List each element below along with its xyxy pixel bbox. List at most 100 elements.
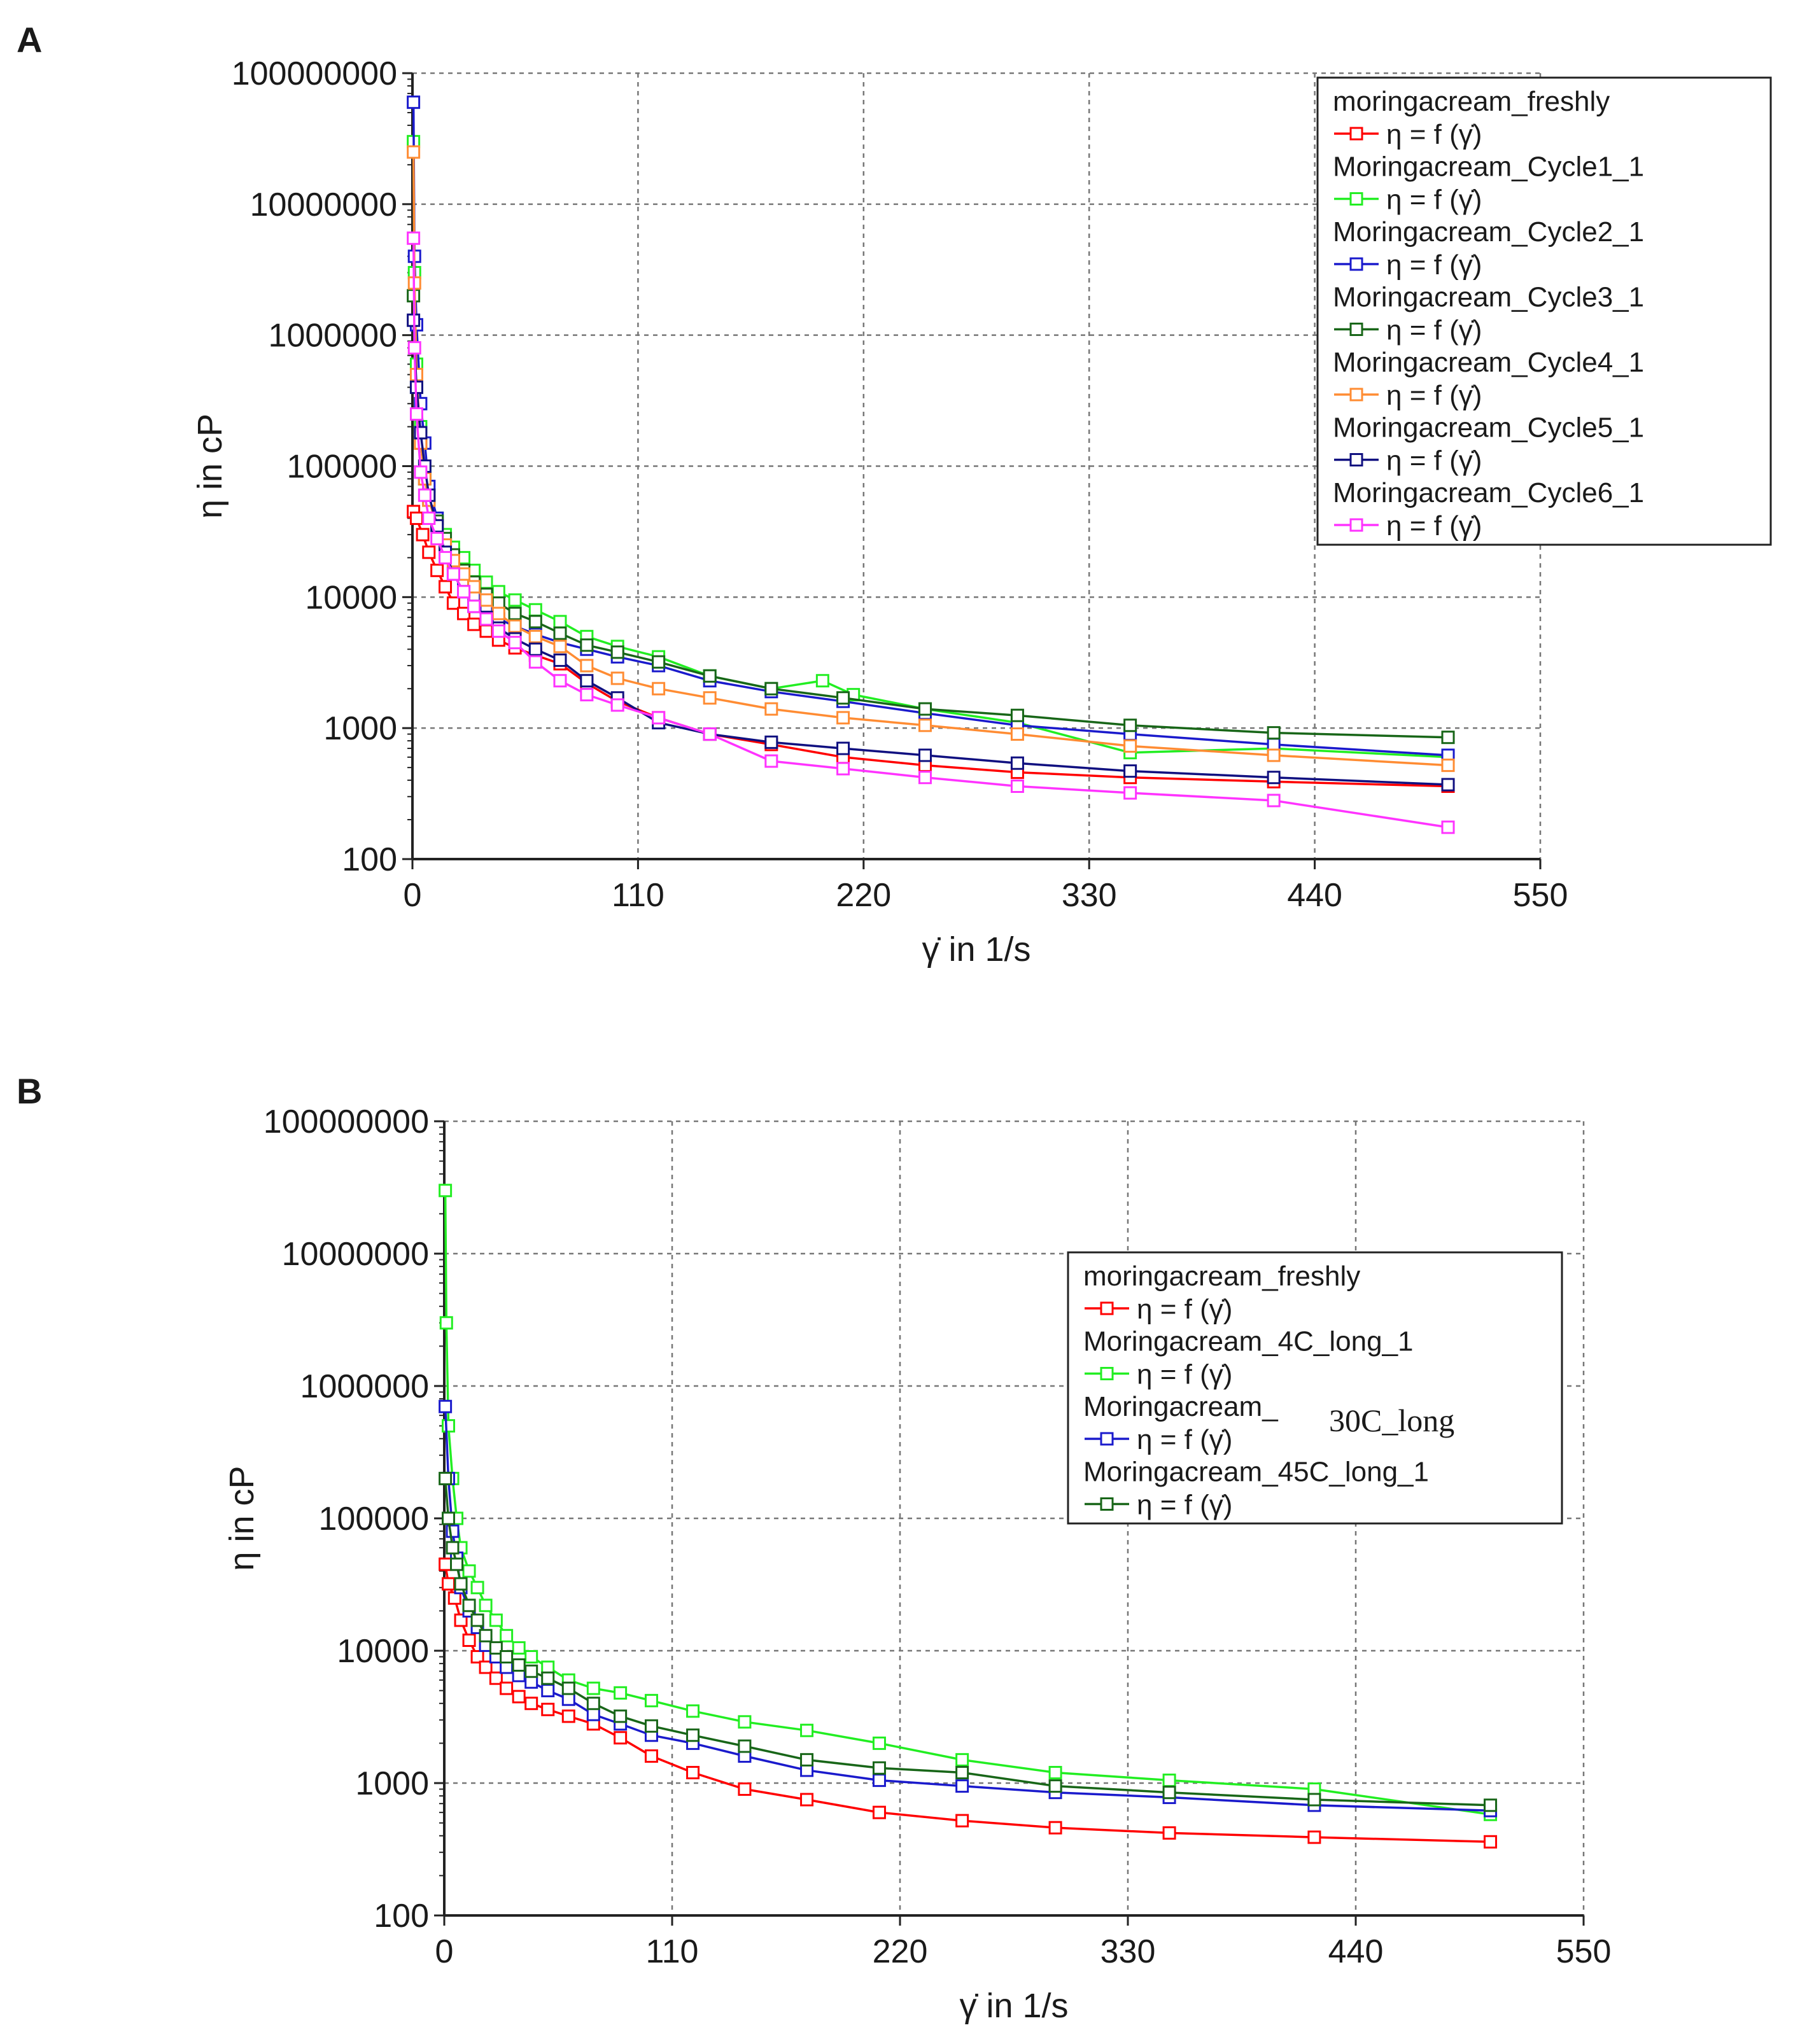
y-tick-label: 1000: [323, 710, 397, 747]
data-point: [454, 1577, 468, 1591]
chart-panel-a: 0 110 220 330 440 550 100 1000 10000 100000 100000…: [191, 55, 1772, 969]
data-point: [541, 1660, 555, 1674]
data-point: [470, 1613, 484, 1627]
data-point: [439, 1399, 453, 1413]
data-point: [800, 1723, 814, 1737]
legend-marker: [1100, 1301, 1114, 1315]
data-point: [686, 1728, 700, 1742]
y-tick-label: 100000000: [232, 55, 397, 92]
y-tick-label: 100000: [318, 1501, 429, 1537]
data-point: [918, 771, 932, 785]
data-point: [479, 612, 493, 626]
data-point: [446, 567, 460, 581]
data-point: [610, 698, 624, 712]
y-tick-label: 1000: [355, 1765, 429, 1802]
data-point: [738, 1715, 752, 1729]
data-point: [1441, 778, 1455, 792]
data-point: [561, 1709, 575, 1723]
legend-marker: [1349, 127, 1363, 141]
x-tick-label: 0: [404, 877, 422, 914]
data-point: [541, 1702, 555, 1716]
data-point: [524, 1650, 538, 1664]
data-point: [1010, 779, 1024, 793]
data-point: [580, 674, 594, 688]
data-point: [836, 741, 850, 755]
data-point: [580, 659, 594, 673]
legend-equation: η = f (γ̇): [1386, 445, 1482, 477]
legend-marker: [1100, 1497, 1114, 1511]
data-point: [462, 1599, 476, 1613]
legend-box: [1067, 1251, 1563, 1525]
data-point: [1123, 786, 1137, 800]
legend-label: Moringacream_Cycle2_1: [1333, 216, 1644, 248]
data-point: [489, 1671, 503, 1685]
data-point: [528, 615, 542, 629]
data-point: [1123, 739, 1137, 753]
legend-overlay-label: 30C_long: [1329, 1403, 1454, 1438]
x-tick-label: 330: [1100, 1933, 1156, 1970]
x-tick-label: 330: [1062, 877, 1117, 914]
data-point: [489, 1641, 503, 1655]
x-tick-label: 110: [646, 1933, 699, 1970]
data-point: [1010, 727, 1024, 741]
data-point: [553, 674, 567, 688]
data-point: [414, 465, 428, 479]
data-point: [467, 599, 481, 613]
data-point: [586, 1707, 600, 1721]
data-point: [1441, 759, 1455, 773]
data-point: [407, 341, 421, 355]
legend-box: [1316, 76, 1772, 546]
data-point: [491, 585, 505, 599]
data-point: [416, 528, 430, 542]
data-point: [1267, 748, 1281, 762]
x-tick-label: 440: [1287, 877, 1342, 914]
legend-label: Moringacream_45C_long_1: [1083, 1457, 1429, 1488]
series-Moringacream_Cycle6_1: [407, 231, 1455, 834]
data-point: [610, 671, 624, 685]
data-point: [561, 1681, 575, 1695]
x-tick-label: 220: [873, 1933, 928, 1970]
data-point: [1307, 1793, 1321, 1807]
x-tick-label: 0: [435, 1933, 454, 1970]
data-point: [1123, 718, 1137, 732]
data-point: [479, 1628, 493, 1642]
legend-label: Moringacream_Cycle5_1: [1333, 412, 1644, 444]
data-point: [800, 1753, 814, 1767]
data-point: [1484, 1798, 1498, 1812]
data-point: [1162, 1774, 1176, 1788]
data-point: [644, 1719, 658, 1733]
y-tick-label: 10000: [305, 579, 397, 616]
x-tick-label: 440: [1328, 1933, 1384, 1970]
data-point: [439, 1184, 453, 1198]
data-point: [442, 1419, 456, 1433]
x-tick-label: 110: [612, 877, 664, 914]
data-point: [430, 531, 444, 545]
data-point: [764, 702, 778, 716]
data-point: [439, 1557, 453, 1571]
data-point: [815, 674, 829, 688]
data-point: [652, 655, 666, 669]
legend-label: Moringacream_Cycle3_1: [1333, 282, 1644, 313]
legend-label: Moringacream_Cycle6_1: [1333, 477, 1644, 508]
y-tick-label: 10000000: [282, 1236, 429, 1273]
data-point: [479, 624, 493, 638]
data-point: [703, 691, 717, 705]
y-tick-label: 10000000: [250, 186, 397, 223]
x-axis-title: γ̇ in 1/s: [922, 930, 1030, 969]
data-point: [446, 1541, 460, 1555]
data-point: [1162, 1786, 1176, 1800]
x-tick-label: 220: [836, 877, 891, 914]
legend-equation: η = f (γ̇): [1137, 1359, 1232, 1390]
data-point: [470, 1581, 484, 1595]
data-point: [738, 1782, 752, 1796]
data-point: [508, 606, 522, 620]
data-point: [553, 615, 567, 629]
data-point: [836, 711, 850, 725]
legend-equation: η = f (γ̇): [1386, 380, 1482, 411]
data-point: [479, 1660, 493, 1674]
data-point: [409, 407, 423, 421]
data-point: [1267, 738, 1281, 752]
data-point: [439, 550, 453, 564]
